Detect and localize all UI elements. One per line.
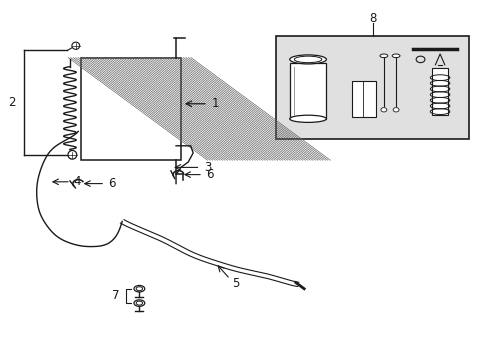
Bar [81, 58, 181, 160]
Text: 2: 2 [8, 96, 16, 109]
Ellipse shape [72, 42, 80, 49]
Bar [351, 81, 375, 117]
Ellipse shape [391, 54, 399, 58]
Text: 1: 1 [211, 97, 218, 110]
Ellipse shape [136, 287, 142, 291]
Ellipse shape [379, 54, 387, 58]
Ellipse shape [68, 150, 77, 159]
Ellipse shape [380, 108, 386, 112]
Text: 8: 8 [368, 12, 376, 25]
Ellipse shape [289, 55, 325, 64]
Text: 6: 6 [206, 168, 213, 181]
Text: 6: 6 [108, 177, 116, 190]
Bar [431, 68, 447, 115]
Text: 5: 5 [232, 277, 240, 290]
Ellipse shape [415, 56, 424, 63]
Bar [289, 63, 325, 119]
Text: 7: 7 [112, 289, 120, 302]
Ellipse shape [294, 56, 321, 63]
Text: 4: 4 [73, 175, 81, 188]
Ellipse shape [289, 115, 325, 122]
Text: 3: 3 [204, 161, 211, 174]
Bar [276, 36, 468, 139]
Ellipse shape [392, 108, 398, 112]
Ellipse shape [136, 301, 142, 305]
Ellipse shape [134, 300, 144, 306]
Ellipse shape [134, 285, 144, 292]
